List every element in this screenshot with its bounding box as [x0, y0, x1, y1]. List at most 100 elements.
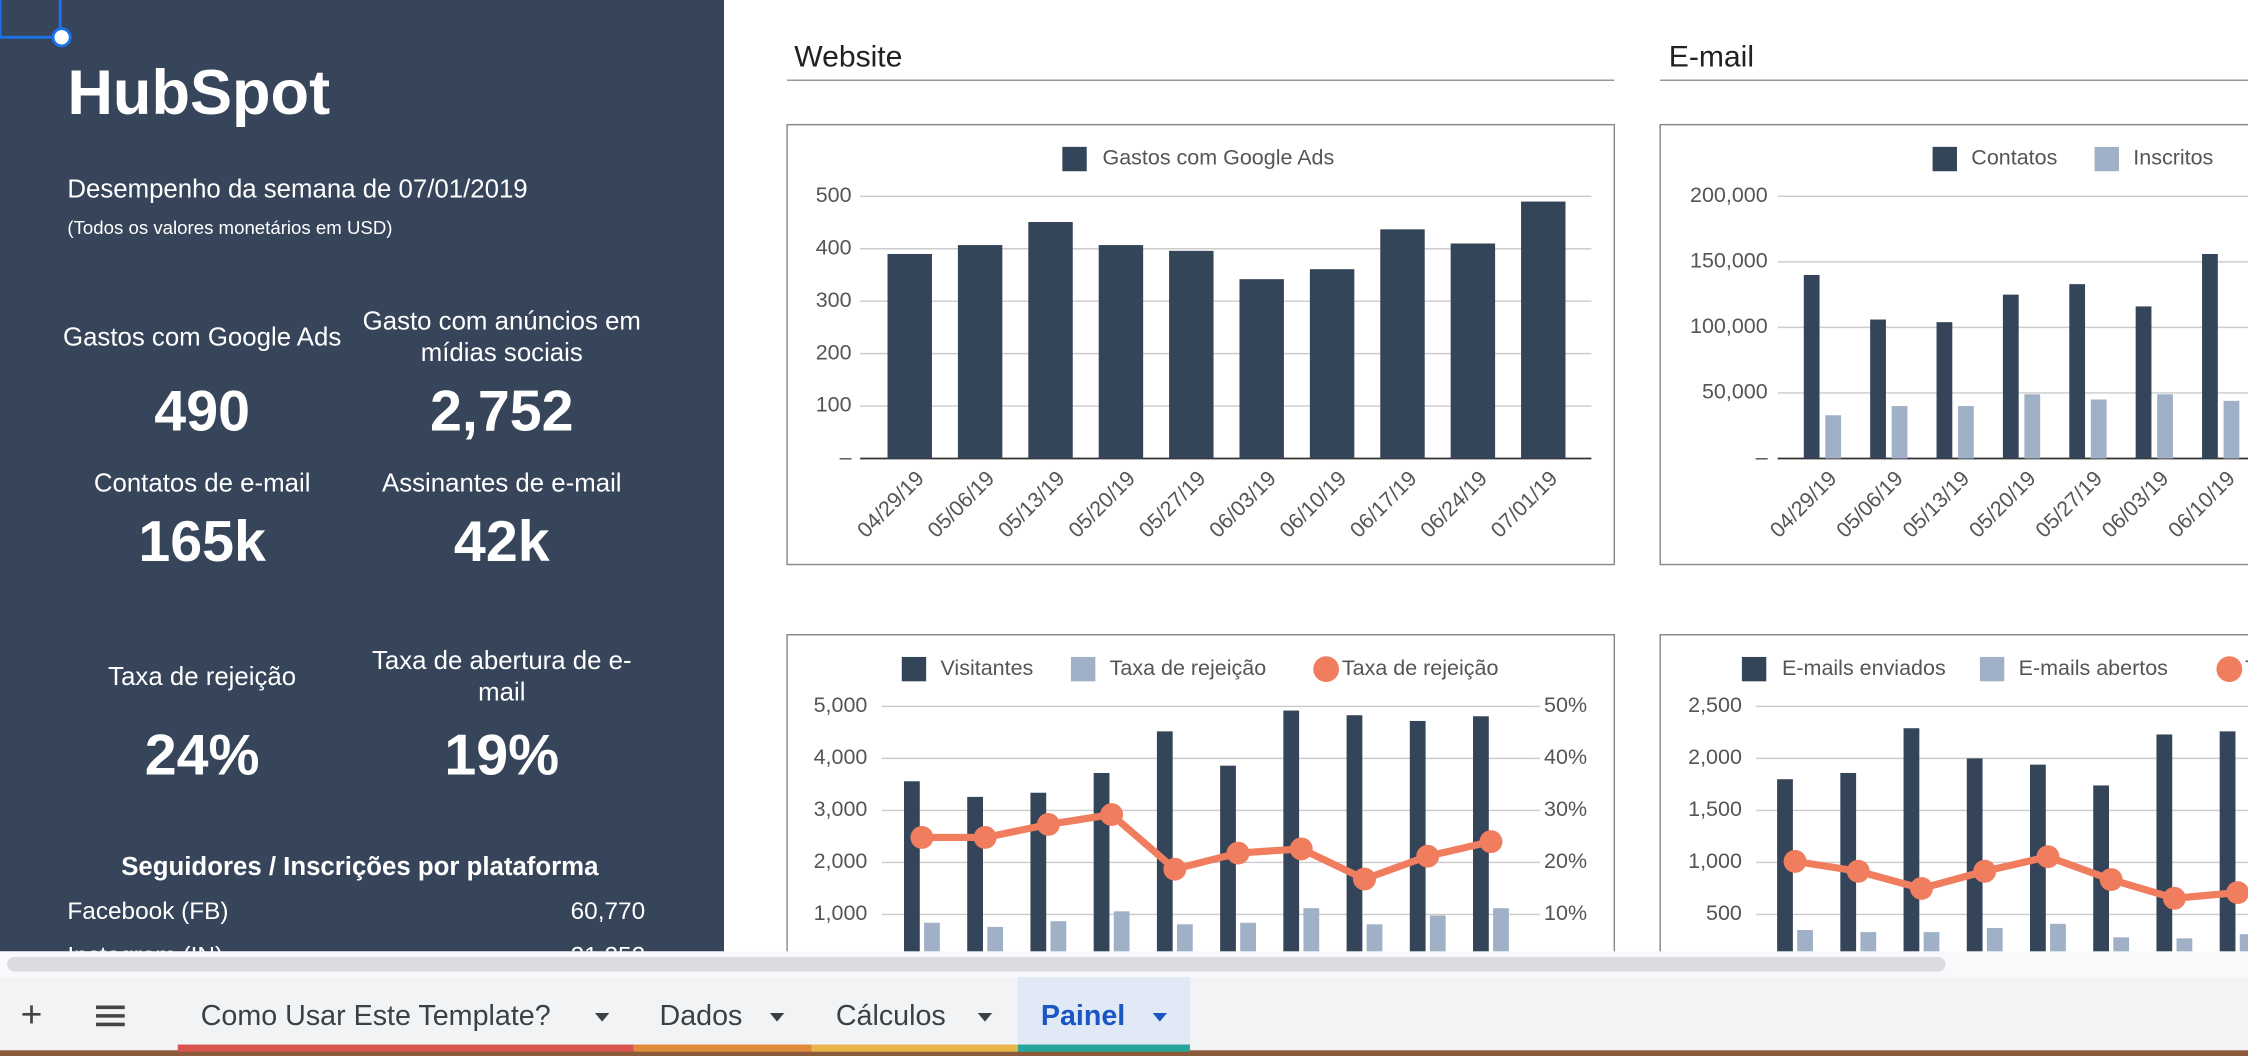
kpi-label-box: Taxa de rejeição [108, 661, 297, 691]
bar [1936, 322, 1953, 459]
bar [2219, 731, 2236, 952]
scrollbar-thumb[interactable] [7, 957, 1946, 972]
followers-title: Seguidores / Inscrições por plataforma [121, 853, 599, 881]
bar [1240, 922, 1256, 952]
sidebar [0, 0, 725, 952]
line-point [2036, 845, 2060, 869]
line-point [1289, 837, 1313, 861]
y-tick-label: – [840, 445, 852, 469]
legend-label: Contatos [1971, 146, 2057, 170]
bar [1870, 319, 1886, 459]
sheet-tab[interactable]: Como Usar Este Template? [177, 1000, 634, 1052]
y2-tick-label: 30% [1544, 797, 1587, 821]
line [921, 810, 1492, 883]
bar [1346, 715, 1363, 952]
line-point [1846, 859, 1870, 883]
y-tick-label: 500 [1706, 901, 1742, 925]
kpi-value: 24% [145, 724, 260, 788]
legend-marker [1979, 656, 2005, 682]
cell-selection[interactable] [0, 0, 62, 39]
bar [1098, 245, 1144, 459]
y-tick-label: 1,000 [814, 901, 868, 925]
bar [2024, 394, 2041, 459]
line-point [2099, 868, 2123, 892]
chart: –50,000100,000150,000200,00004/29/1905/0… [1659, 123, 2248, 566]
line-point [2162, 886, 2186, 910]
sheet-tab[interactable]: Cálculos [811, 1000, 1018, 1052]
chart: –10020030040050004/29/1905/06/1905/13/19… [786, 123, 1616, 566]
bar [2090, 399, 2107, 459]
bar [1409, 720, 1426, 952]
y-tick-label: 4,000 [814, 745, 868, 769]
tab-menu[interactable] [977, 1013, 993, 1022]
sheet-tab[interactable]: Dados [633, 1000, 812, 1052]
bar [2069, 284, 2086, 459]
bar [1803, 274, 1820, 459]
kpi-label: Contatos de e-mail [93, 468, 311, 498]
y-tick-label: 200 [816, 340, 852, 364]
bar [1958, 406, 1974, 459]
tab-menu[interactable] [594, 1013, 610, 1022]
add-sheet[interactable]: + [21, 993, 43, 1035]
y-tick-label: 500 [816, 183, 852, 207]
bar [1176, 924, 1193, 952]
line-point [910, 825, 934, 849]
selection-handle[interactable] [51, 27, 72, 48]
y-tick-label: 400 [816, 235, 852, 259]
y-tick-label: 5,000 [814, 693, 868, 717]
kpi-label-box: Contatos de e-mail [93, 468, 311, 498]
tab-color [633, 1044, 812, 1052]
y2-tick-label: 50% [1544, 693, 1587, 717]
tab-color [1017, 1044, 1190, 1052]
line-point [1163, 857, 1187, 881]
bar [2135, 306, 2152, 459]
bar [2113, 937, 2130, 952]
y-tick-label: 1,000 [1688, 849, 1742, 873]
legend-label: Inscritos [2133, 146, 2213, 170]
bottom-strip [0, 1050, 2248, 1056]
bar [1303, 908, 1320, 952]
section-title: Website [794, 41, 902, 74]
tab-color [177, 1044, 634, 1052]
line-point [973, 825, 997, 849]
tab-menu[interactable] [1152, 1013, 1168, 1022]
bar [1366, 924, 1383, 952]
line-point [1479, 830, 1503, 854]
bar [2223, 400, 2240, 459]
bar [1825, 415, 1842, 459]
bar [1450, 243, 1496, 459]
tab-label: Cálculos [836, 1000, 946, 1032]
legend-label: Taxa de rejeição [1110, 656, 1267, 680]
kpi-label-box: Taxa de abertura de e-mail [372, 646, 632, 706]
y-tick-label: – [1756, 445, 1768, 469]
follower-value: 21,252 [571, 943, 646, 970]
bar [1923, 932, 1940, 952]
line-point [2226, 881, 2248, 905]
sheet-tab[interactable]: Painel [1017, 977, 1190, 1052]
follower-name: Facebook (FB) [67, 898, 228, 925]
bar [1028, 221, 1073, 459]
kpi-label: Gasto com anúncios em mídias sociais [362, 306, 641, 367]
bar [1986, 927, 2003, 952]
bar [1093, 772, 1110, 952]
y-tick-label: 100 [816, 393, 852, 417]
bar [1283, 710, 1300, 952]
line-point [1910, 876, 1933, 900]
bar [924, 922, 940, 952]
legend-marker [1313, 656, 1340, 683]
legend-label: Visitantes [940, 656, 1033, 680]
bar [1860, 932, 1877, 952]
logo: HubSpot [67, 58, 330, 128]
sheet-list[interactable] [96, 1005, 125, 1027]
y-tick-label: 100,000 [1690, 314, 1768, 338]
tab-menu[interactable] [769, 1013, 785, 1022]
legend-label: E-mails enviados [1782, 656, 1946, 680]
y-tick-label: 150,000 [1690, 249, 1768, 273]
tab-label: Como Usar Este Template? [201, 1000, 551, 1032]
bar [1840, 772, 1857, 952]
legend-marker [1932, 146, 1957, 172]
legend-marker [1741, 656, 1767, 682]
follower-name: Instagram (IN) [67, 943, 223, 970]
kpi-label: Taxa de rejeição [108, 661, 297, 691]
